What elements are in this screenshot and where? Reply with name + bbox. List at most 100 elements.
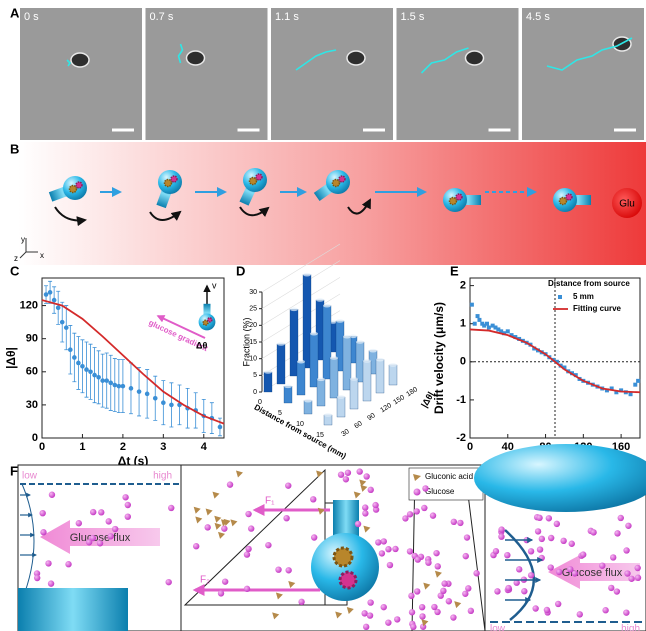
gear xyxy=(333,180,340,187)
glucose xyxy=(385,546,391,552)
glucose xyxy=(535,528,541,534)
gear xyxy=(76,182,82,188)
micrograph xyxy=(522,8,644,140)
gear xyxy=(450,198,457,205)
fit-line xyxy=(42,300,224,424)
data-point xyxy=(636,379,640,383)
data-point xyxy=(88,369,93,374)
data-point xyxy=(76,361,81,366)
bar xyxy=(356,342,364,382)
glucose xyxy=(608,585,614,591)
data-point xyxy=(487,326,491,330)
glucose xyxy=(560,538,566,544)
glucose xyxy=(532,605,538,611)
glucose xyxy=(97,540,103,546)
glucose xyxy=(248,525,254,531)
glu-label: Glu xyxy=(619,199,635,210)
glucose xyxy=(441,580,447,586)
panel-c: C012340306090120Δt (s)|Δθ|vglucose gradi… xyxy=(4,263,224,468)
legend-symbol xyxy=(414,489,421,496)
legend-symbol xyxy=(558,295,562,299)
data-point xyxy=(121,384,126,389)
glucose xyxy=(65,561,71,567)
data-point xyxy=(137,389,142,394)
glucose xyxy=(628,576,634,582)
bar-top xyxy=(304,399,312,403)
y-tick-label: 2 xyxy=(460,280,466,292)
glucose xyxy=(409,609,415,615)
y-tick-label: 90 xyxy=(26,333,38,345)
glucose xyxy=(556,569,562,575)
bar-top xyxy=(323,304,331,308)
bar xyxy=(303,275,311,368)
bar-top xyxy=(316,298,324,302)
glucose xyxy=(464,534,470,540)
gear xyxy=(334,548,352,566)
glucose xyxy=(45,560,51,566)
glucose xyxy=(433,550,439,556)
glucose xyxy=(76,520,82,526)
glucose xyxy=(548,535,554,541)
x-tick-label: 0 xyxy=(39,441,45,453)
micrograph xyxy=(146,8,268,140)
y-tick-label: 120 xyxy=(20,299,38,311)
glucose xyxy=(505,585,511,591)
glucose xyxy=(555,601,561,607)
bar-top xyxy=(264,370,272,374)
glucose xyxy=(125,513,131,519)
angle-tick-label: 180 xyxy=(405,386,419,398)
gear xyxy=(456,194,462,200)
z-tick-label: 25 xyxy=(249,306,257,313)
y-tick-label: 0 xyxy=(32,432,38,444)
glucose xyxy=(614,588,620,594)
glucose xyxy=(86,539,92,545)
glucose xyxy=(222,578,228,584)
glucose xyxy=(355,521,361,527)
panel-f: F Glucose flux low high F₁ F₂ Gluconic a… xyxy=(10,444,646,631)
glucose xyxy=(462,591,468,597)
panel-label: D xyxy=(236,263,245,278)
force-label: F₁ xyxy=(265,496,275,507)
force-label: F₂ xyxy=(200,575,210,586)
glucose xyxy=(283,515,289,521)
glucose xyxy=(548,564,554,570)
glucose xyxy=(624,570,630,576)
glucose xyxy=(367,599,373,605)
glucose xyxy=(599,562,605,568)
glucose xyxy=(610,554,616,560)
glucose xyxy=(108,533,114,539)
gear xyxy=(250,178,257,185)
x-tick-label: 1 xyxy=(79,441,85,453)
glucose xyxy=(310,496,316,502)
glucose xyxy=(375,539,381,545)
glucose xyxy=(34,575,40,581)
angle-tick-label: 120 xyxy=(379,402,393,414)
data-point xyxy=(169,403,174,408)
bar-top xyxy=(277,342,285,346)
data-point xyxy=(113,383,118,388)
glucose xyxy=(48,580,54,586)
time-label: 4.5 s xyxy=(526,11,550,23)
bar-top xyxy=(290,308,298,312)
data-point xyxy=(96,375,101,380)
glucose xyxy=(165,579,171,585)
glucose xyxy=(419,613,425,619)
axis-label: y xyxy=(21,235,25,244)
glucose xyxy=(363,473,369,479)
y-tick-label: 60 xyxy=(26,366,38,378)
glucose xyxy=(614,530,620,536)
axis-label: z xyxy=(14,254,18,263)
glucose xyxy=(528,548,534,554)
glucose xyxy=(577,611,583,617)
gear xyxy=(339,176,345,182)
glucose xyxy=(580,551,586,557)
glucose xyxy=(415,556,421,562)
gear xyxy=(340,572,356,588)
bar-top xyxy=(343,335,351,339)
bar xyxy=(337,397,345,417)
glucose xyxy=(468,608,474,614)
bar-top xyxy=(310,332,318,336)
glucose xyxy=(407,548,413,554)
distance-axis-label: Distance from source (mm) xyxy=(253,403,348,461)
glucose xyxy=(431,604,437,610)
